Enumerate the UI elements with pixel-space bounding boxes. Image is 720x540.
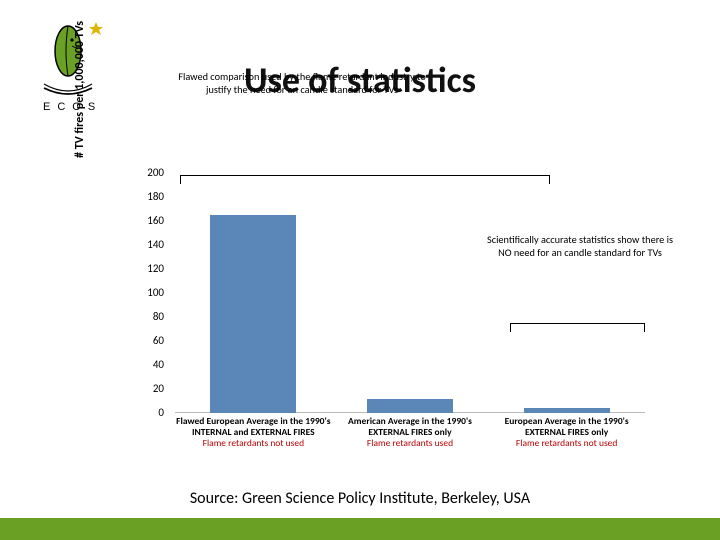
bar: [210, 215, 296, 413]
plot-area: Scientifically accurate statistics show …: [175, 173, 645, 413]
y-tick: 100: [147, 286, 164, 299]
brace-right: [510, 323, 645, 324]
y-tick: 120: [147, 262, 164, 275]
annotation-top: Flawed comparison used by the flame reta…: [177, 70, 427, 96]
y-ticks: 020406080100120140160180200: [130, 172, 168, 412]
y-tick: 140: [147, 238, 164, 251]
y-tick: 200: [147, 166, 164, 179]
footer-bar: [0, 518, 720, 540]
brace-top: [180, 175, 550, 189]
bar: [367, 399, 453, 413]
y-tick: 40: [153, 358, 164, 371]
x-label-line3: Flame retardants not used: [174, 438, 332, 449]
x-label-line3: Flame retardants used: [331, 438, 489, 449]
x-label-group: American Average in the 1990'sEXTERNAL F…: [331, 416, 489, 450]
y-axis-label: # TV fires per 1,000,000 TVs: [73, 21, 87, 158]
x-label-line3: Flame retardants not used: [488, 438, 646, 449]
y-tick: 160: [147, 214, 164, 227]
y-tick: 80: [153, 310, 164, 323]
bar-chart: Flawed comparison used by the flame reta…: [105, 118, 665, 478]
annotation-right: Scientifically accurate statistics show …: [485, 233, 675, 259]
y-tick: 0: [158, 406, 164, 419]
y-tick: 20: [153, 382, 164, 395]
y-tick: 180: [147, 190, 164, 203]
source-text: Source: Green Science Policy Institute, …: [0, 489, 720, 508]
x-label-group: European Average in the 1990'sEXTERNAL F…: [488, 416, 646, 450]
slide-root: ECOS Use of statistics Flawed comparison…: [0, 0, 720, 540]
x-label-group: Flawed European Average in the 1990'sINT…: [174, 416, 332, 450]
bar: [524, 408, 610, 413]
y-tick: 60: [153, 334, 164, 347]
